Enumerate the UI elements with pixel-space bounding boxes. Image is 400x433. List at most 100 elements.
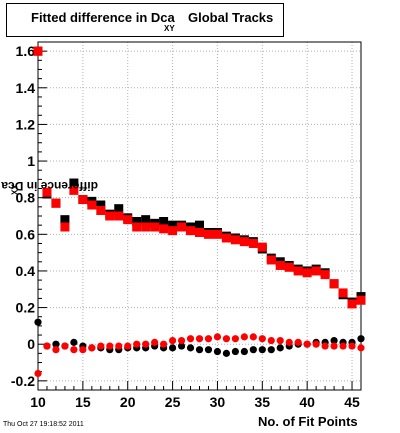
- black-circle-point: [177, 342, 186, 350]
- red-square-point: [33, 46, 43, 56]
- red-circle-point: [294, 338, 302, 346]
- red-square-point: [257, 242, 267, 252]
- black-circle-point: [330, 336, 338, 345]
- black-square-point: [69, 178, 79, 188]
- red-square-point: [51, 198, 61, 208]
- red-square-point: [248, 238, 258, 248]
- black-square-point: [168, 220, 178, 230]
- red-circle-point: [339, 342, 347, 350]
- red-circle-point: [249, 333, 257, 341]
- x-tick-label: 45: [344, 394, 360, 410]
- black-square-point: [114, 204, 124, 214]
- black-circle-point: [168, 344, 177, 352]
- red-circle-point: [240, 333, 248, 341]
- black-circle-point: [213, 347, 222, 356]
- red-circle-point: [312, 340, 320, 348]
- axis-ticks: [37, 50, 362, 391]
- red-circle-point: [52, 346, 60, 354]
- black-square-point: [195, 220, 204, 230]
- red-square-point: [141, 222, 151, 232]
- red-square-point: [114, 211, 124, 221]
- red-square-point: [195, 227, 204, 237]
- red-circle-point: [79, 346, 87, 354]
- black-circle-point: [34, 318, 42, 326]
- red-circle-point: [34, 369, 42, 378]
- black-square-point: [96, 200, 106, 210]
- black-circle-point: [258, 346, 266, 354]
- black-circle-point: [231, 347, 239, 356]
- black-square-point: [141, 215, 151, 225]
- black-circle-point: [357, 335, 365, 343]
- red-circle-point: [97, 342, 105, 350]
- red-circle-point: [124, 342, 132, 350]
- black-circle-point: [249, 346, 257, 354]
- y-axis-label: difference in Dca XY: [1, 100, 98, 195]
- red-square-point: [105, 211, 115, 221]
- grid-lines: [37, 42, 361, 390]
- x-tick-label: 10: [30, 394, 46, 410]
- data-markers: [33, 46, 366, 378]
- red-square-point: [275, 260, 285, 270]
- chart-title-box: Fitted difference in Dca XY Global Track…: [6, 3, 284, 37]
- chart-title: Fitted difference in Dca: [31, 10, 175, 25]
- red-circle-point: [222, 335, 231, 343]
- red-circle-point: [267, 336, 275, 345]
- black-circle-point: [240, 347, 248, 356]
- y-tick-label: 1: [27, 153, 35, 169]
- red-square-point: [347, 299, 357, 309]
- x-tick-label: 20: [120, 394, 136, 410]
- red-square-point: [78, 195, 88, 205]
- red-circle-point: [195, 335, 204, 343]
- black-circle-point: [195, 346, 204, 354]
- red-square-point: [293, 266, 303, 276]
- red-square-point: [159, 224, 169, 234]
- y-tick-label: 0.4: [16, 263, 36, 279]
- red-square-point: [284, 262, 294, 272]
- red-square-point: [123, 215, 133, 225]
- red-circle-point: [151, 338, 159, 346]
- red-circle-point: [258, 335, 266, 343]
- red-square-point: [311, 266, 321, 276]
- red-circle-point: [106, 342, 114, 350]
- red-square-point: [212, 229, 222, 239]
- x-tick-label: 30: [210, 394, 226, 410]
- x-axis-label: No. of Fit Points: [258, 414, 358, 429]
- black-square-point: [159, 216, 169, 226]
- red-circle-point: [133, 340, 141, 348]
- y-tick-label: 1.2: [16, 116, 36, 132]
- red-square-point: [239, 237, 249, 247]
- red-square-point: [230, 235, 240, 245]
- red-circle-point: [330, 342, 338, 350]
- red-circle-point: [88, 344, 96, 352]
- red-square-point: [203, 229, 213, 239]
- chart-title-subscript: XY: [164, 24, 175, 33]
- black-circle-point: [276, 344, 284, 352]
- y-tick-label: 0.8: [16, 190, 36, 206]
- y-tick-label: 0: [27, 336, 35, 352]
- x-tick-label: 40: [299, 394, 315, 410]
- red-square-point: [356, 295, 366, 305]
- red-circle-point: [213, 333, 222, 341]
- black-circle-point: [222, 349, 231, 357]
- red-square-point: [329, 279, 339, 289]
- red-square-point: [186, 226, 196, 236]
- red-circle-point: [61, 342, 69, 350]
- red-square-point: [338, 288, 348, 298]
- red-circle-point: [204, 335, 213, 343]
- red-circle-point: [142, 340, 150, 348]
- red-square-point: [320, 270, 330, 280]
- red-circle-point: [186, 335, 195, 343]
- black-circle-point: [52, 340, 60, 348]
- red-circle-point: [321, 342, 329, 350]
- red-circle-point: [115, 342, 123, 350]
- red-square-point: [177, 222, 187, 232]
- red-circle-point: [168, 336, 177, 345]
- red-square-point: [60, 222, 70, 232]
- y-tick-label: 0.6: [16, 226, 36, 242]
- y-axis-label-text: difference in Dca: [1, 179, 98, 193]
- tick-labels: 10 15 20 25 30 35 40 45 -0.2 0 0.2 0.4 0.6 0.8 1 1.2 1.4…: [11, 43, 360, 410]
- red-circle-point: [70, 346, 78, 354]
- red-square-point: [168, 226, 178, 236]
- x-tick-label: 25: [165, 394, 181, 410]
